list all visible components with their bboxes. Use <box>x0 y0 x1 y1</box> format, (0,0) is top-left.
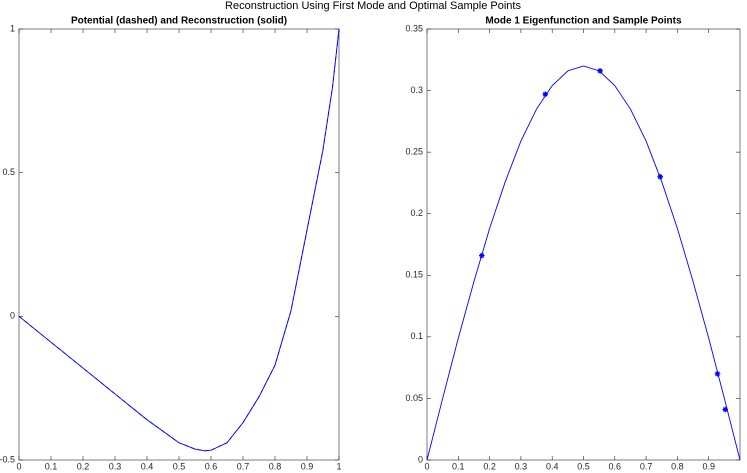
x-tick-label: 0.8 <box>269 461 282 471</box>
y-tick-label: 0 <box>418 454 423 464</box>
data-line <box>18 28 340 452</box>
y-tick-label: 0.35 <box>405 23 423 33</box>
x-tick-label: 0.5 <box>577 461 590 471</box>
y-tick-label: -0.5 <box>0 454 15 464</box>
x-tick-label: 0.8 <box>671 461 684 471</box>
x-tick-label: 0.6 <box>609 461 622 471</box>
subplot-title: Potential (dashed) and Reconstruction (s… <box>71 16 287 27</box>
sample-point <box>597 68 603 74</box>
y-tick-label: 0.15 <box>405 270 423 280</box>
sample-point <box>657 173 663 180</box>
x-tick-label: 0.1 <box>452 461 465 471</box>
y-tick-label: 0.1 <box>410 331 423 341</box>
data-line <box>18 28 340 452</box>
x-tick-label: 0.4 <box>546 461 559 471</box>
y-tick-label: 0 <box>10 311 15 321</box>
y-tick-label: 0.5 <box>2 167 15 177</box>
sample-point <box>714 371 721 377</box>
x-tick-label: 0.9 <box>301 461 314 471</box>
y-tick-label: 0.2 <box>410 208 423 218</box>
x-tick-label: 0 <box>424 461 429 471</box>
x-tick-label: 0.7 <box>640 461 653 471</box>
x-tick-label: 0.9 <box>702 461 715 471</box>
axes-box <box>18 28 340 461</box>
x-tick-label: 0.3 <box>515 461 528 471</box>
y-tick-label: 0.05 <box>405 393 423 403</box>
x-tick-label: 0.2 <box>77 461 90 471</box>
x-tick-label: 0.5 <box>173 461 186 471</box>
x-tick-label: 0.1 <box>45 461 58 471</box>
y-tick-label: 0.25 <box>405 147 423 157</box>
data-line <box>426 65 741 461</box>
subplot-title: Mode 1 Eigenfunction and Sample Points <box>485 16 682 27</box>
x-tick-label: 0.3 <box>109 461 122 471</box>
x-tick-label: 0 <box>16 461 21 471</box>
sample-point <box>478 252 485 259</box>
sample-point <box>722 406 729 413</box>
x-tick-label: 0.6 <box>205 461 218 471</box>
axes-box <box>426 28 741 461</box>
y-tick-label: 0.3 <box>410 85 423 95</box>
x-tick-label: 1 <box>336 461 341 471</box>
x-tick-label: 0.4 <box>141 461 154 471</box>
y-tick-label: 1 <box>10 23 15 33</box>
x-tick-label: 0.7 <box>237 461 250 471</box>
figure-title: Reconstruction Using First Mode and Opti… <box>225 0 521 12</box>
x-tick-label: 0.2 <box>483 461 496 471</box>
sample-point <box>542 91 549 98</box>
